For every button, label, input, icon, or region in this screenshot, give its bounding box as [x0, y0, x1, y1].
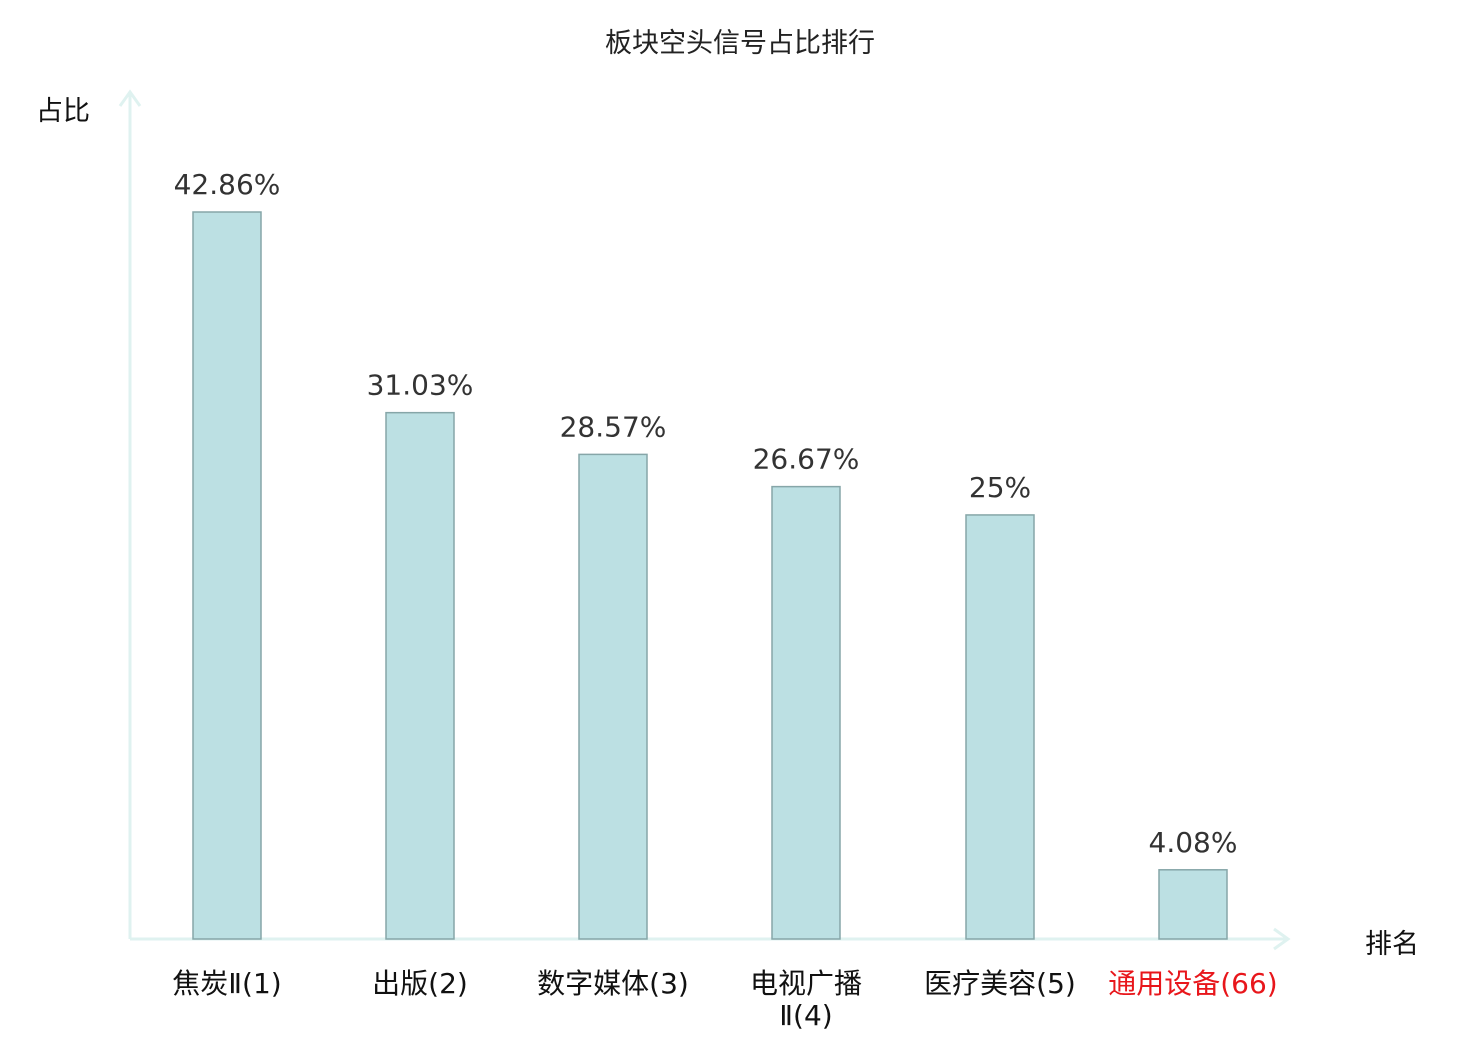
x-tick-label: Ⅱ(4) — [779, 999, 832, 1032]
chart-title: 板块空头信号占比排行 — [605, 28, 875, 59]
data-label: 25% — [969, 471, 1031, 504]
x-tick-label: 电视广播 — [750, 967, 862, 1000]
x-tick-label: 通用设备(66) — [1108, 967, 1277, 1000]
bar — [578, 453, 648, 940]
x-tick-label: 数字媒体(3) — [537, 967, 689, 1000]
x-axis-label: 排名 — [1365, 929, 1419, 960]
bar — [965, 514, 1035, 940]
bar — [192, 211, 262, 940]
bar — [385, 411, 455, 940]
x-axis-arrow — [1273, 927, 1291, 951]
data-label: 26.67% — [753, 443, 860, 476]
bar — [1158, 869, 1228, 940]
data-label: 31.03% — [367, 369, 474, 402]
data-label: 42.86% — [174, 168, 281, 201]
y-axis-arrow — [118, 89, 142, 107]
data-label: 28.57% — [560, 410, 667, 443]
data-label: 4.08% — [1149, 826, 1238, 859]
x-tick-label: 焦炭Ⅱ(1) — [172, 967, 281, 1000]
bar — [771, 485, 841, 940]
y-axis-label: 占比 — [36, 96, 90, 127]
x-tick-label: 医疗美容(5) — [924, 967, 1076, 1000]
x-tick-label: 出版(2) — [372, 967, 468, 1000]
